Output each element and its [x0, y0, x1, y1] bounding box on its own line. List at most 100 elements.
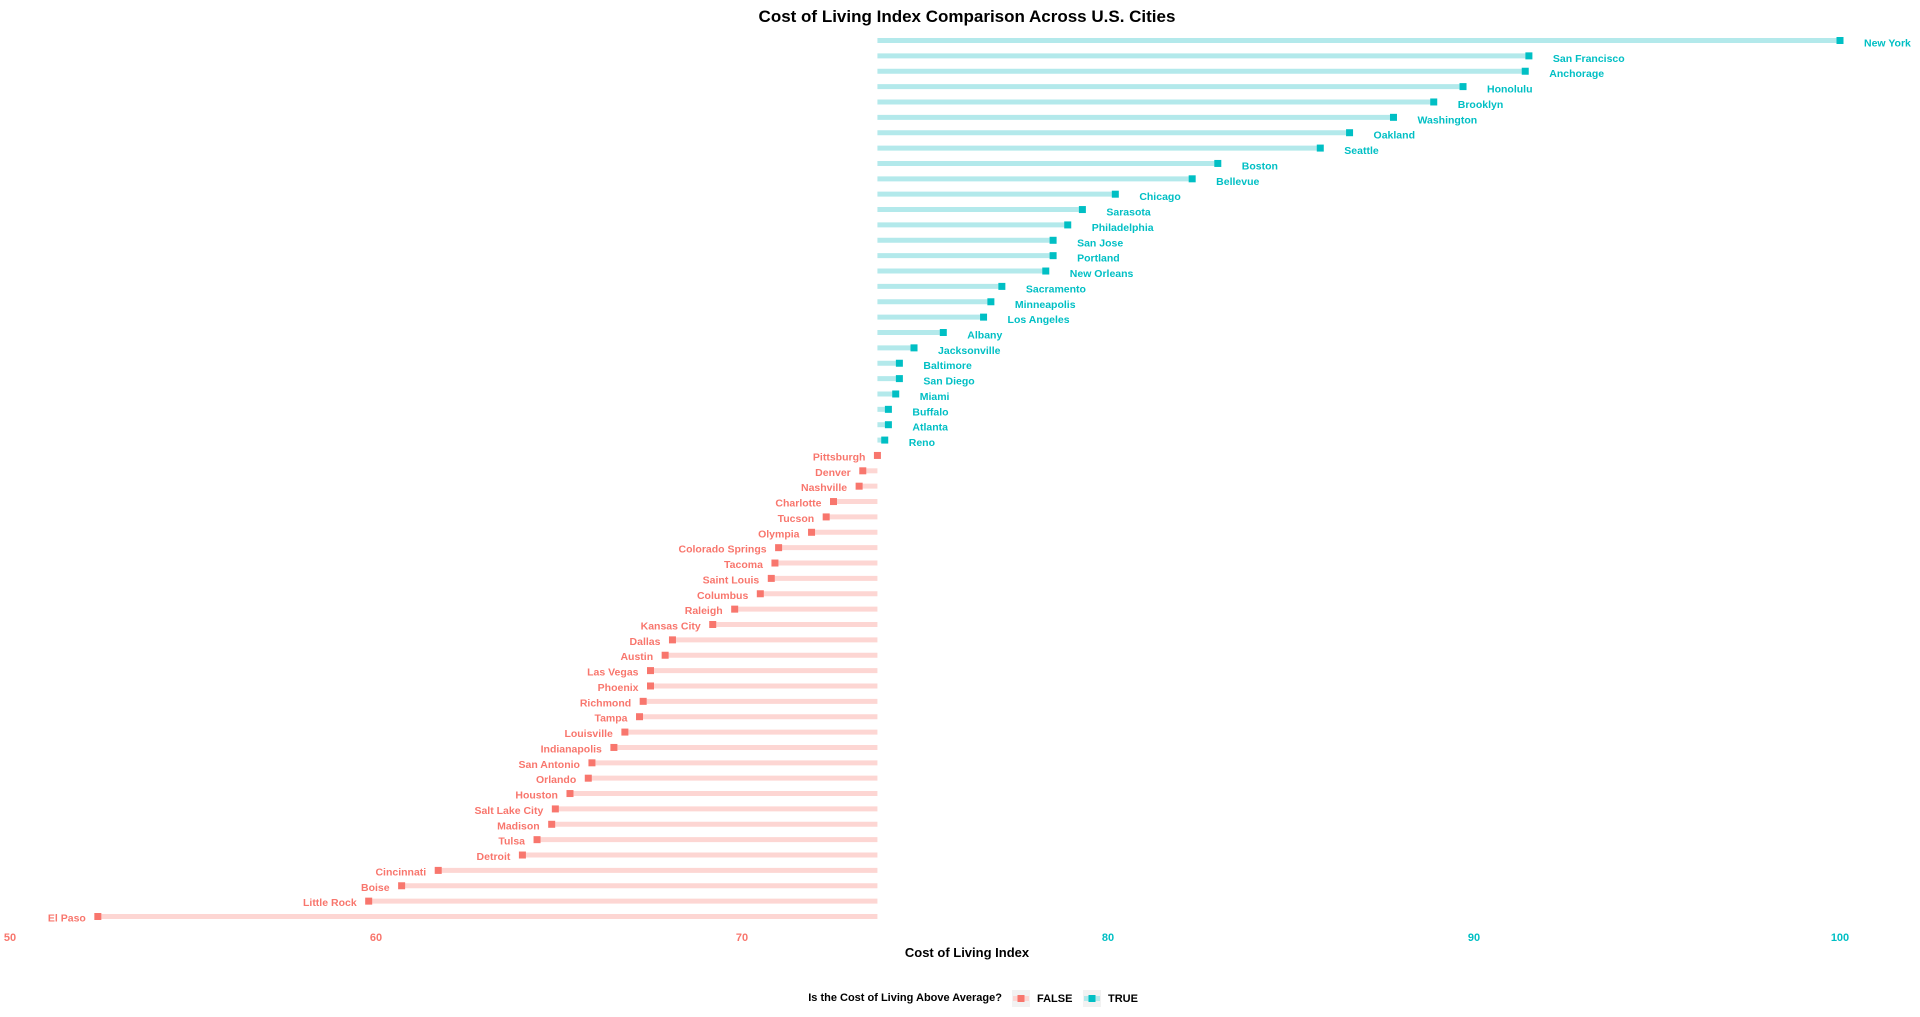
point-boston [1214, 159, 1222, 167]
city-label-columbus: Columbus [697, 590, 748, 602]
point-minneapolis [987, 298, 995, 306]
point-albany [939, 329, 947, 336]
point-atlanta [884, 421, 892, 429]
point-oakland [1346, 129, 1354, 137]
city-label-richmond: Richmond [580, 697, 631, 709]
x-tick-100: 100 [1831, 932, 1849, 944]
city-label-brooklyn: Brooklyn [1458, 99, 1504, 111]
city-label-charlotte: Charlotte [775, 498, 821, 510]
point-sacramento [998, 282, 1006, 290]
city-label-portland: Portland [1077, 253, 1120, 265]
city-label-raleigh: Raleigh [685, 605, 723, 617]
city-label-denver: Denver [815, 467, 851, 479]
point-new-orleans [1042, 267, 1050, 275]
city-label-colorado-springs: Colorado Springs [679, 544, 767, 556]
city-label-saint-louis: Saint Louis [703, 574, 760, 586]
point-reno [881, 436, 889, 444]
city-label-minneapolis: Minneapolis [1015, 299, 1076, 311]
point-washington [1389, 113, 1397, 121]
city-label-san-jose: San Jose [1077, 237, 1123, 249]
x-tick-60: 60 [370, 932, 382, 944]
lollipop-points [94, 37, 1844, 920]
point-orlando [584, 774, 592, 782]
point-miami [892, 390, 900, 398]
point-san-antonio [588, 759, 596, 767]
point-san-jose [1049, 236, 1057, 244]
point-sarasota [1078, 206, 1086, 214]
point-raleigh [731, 605, 739, 613]
city-label-salt-lake-city: Salt Lake City [474, 805, 543, 817]
city-label-san-francisco: San Francisco [1553, 53, 1625, 65]
city-label-anchorage: Anchorage [1549, 68, 1604, 80]
point-houston [566, 790, 574, 798]
city-label-bellevue: Bellevue [1216, 176, 1259, 188]
point-buffalo [884, 405, 892, 413]
city-label-washington: Washington [1417, 114, 1477, 126]
x-tick-80: 80 [1102, 932, 1114, 944]
point-louisville [621, 728, 629, 736]
point-pittsburgh [873, 451, 881, 459]
city-label-el-paso: El Paso [48, 913, 86, 925]
city-label-louisville: Louisville [564, 728, 613, 740]
city-label-sarasota: Sarasota [1106, 207, 1151, 219]
point-charlotte [830, 498, 837, 506]
city-label-reno: Reno [909, 437, 935, 449]
point-detroit [518, 851, 526, 859]
city-label-tulsa: Tulsa [498, 836, 525, 848]
point-portland [1049, 252, 1057, 260]
legend-item-true: TRUE [1083, 990, 1138, 1007]
city-label-albany: Albany [967, 330, 1002, 342]
point-baltimore [895, 359, 903, 367]
city-label-seattle: Seattle [1344, 145, 1379, 157]
point-denver [859, 467, 867, 475]
city-label-san-diego: San Diego [923, 376, 974, 388]
point-tulsa [533, 836, 541, 844]
city-label-boston: Boston [1242, 160, 1278, 172]
city-label-miami: Miami [920, 391, 950, 403]
point-brooklyn [1430, 98, 1438, 106]
city-label-little-rock: Little Rock [303, 897, 357, 909]
city-label-dallas: Dallas [630, 636, 661, 648]
point-anchorage [1521, 67, 1529, 75]
point-nashville [855, 482, 863, 490]
x-tick-50: 50 [4, 932, 16, 944]
city-label-las-vegas: Las Vegas [587, 667, 639, 679]
legend-key-point [1088, 995, 1096, 1002]
point-honolulu [1459, 83, 1467, 91]
city-label-madison: Madison [497, 820, 540, 832]
point-philadelphia [1064, 221, 1072, 229]
point-kansas-city [709, 621, 717, 628]
city-label-baltimore: Baltimore [923, 360, 972, 372]
city-label-detroit: Detroit [477, 851, 511, 863]
city-label-honolulu: Honolulu [1487, 84, 1533, 96]
city-label-tacoma: Tacoma [724, 559, 763, 571]
city-label-sacramento: Sacramento [1026, 283, 1086, 295]
legend-item-false: FALSE [1012, 990, 1072, 1007]
x-tick-90: 90 [1468, 932, 1480, 944]
city-labels: New York San Francisco Anchorage Honolulu Br… [48, 38, 1911, 925]
city-label-kansas-city: Kansas City [641, 621, 701, 633]
point-seattle [1316, 144, 1324, 152]
point-chicago [1111, 190, 1119, 198]
lollipop-segments [97, 38, 1840, 919]
x-tick-70: 70 [736, 932, 748, 944]
x-axis-title: Cost of Living Index [905, 945, 1030, 960]
city-label-los-angeles: Los Angeles [1008, 314, 1070, 326]
city-label-olympia: Olympia [758, 528, 800, 540]
point-san-diego [895, 375, 903, 383]
point-saint-louis [767, 574, 775, 582]
city-label-new-orleans: New Orleans [1070, 268, 1134, 280]
x-axis-ticks: 50 60 70 80 90 100 [4, 932, 1849, 944]
point-indianapolis [610, 743, 618, 751]
legend-items: FALSE TRUE [1012, 990, 1138, 1007]
point-tacoma [771, 559, 779, 567]
city-label-oakland: Oakland [1374, 130, 1415, 142]
city-label-cincinnati: Cincinnati [375, 866, 426, 878]
point-dallas [668, 636, 676, 644]
point-los-angeles [980, 313, 988, 321]
city-label-jacksonville: Jacksonville [938, 345, 1001, 357]
city-label-phoenix: Phoenix [598, 682, 639, 694]
city-label-tucson: Tucson [778, 513, 815, 525]
city-label-chicago: Chicago [1139, 191, 1180, 203]
city-label-tampa: Tampa [594, 713, 627, 725]
